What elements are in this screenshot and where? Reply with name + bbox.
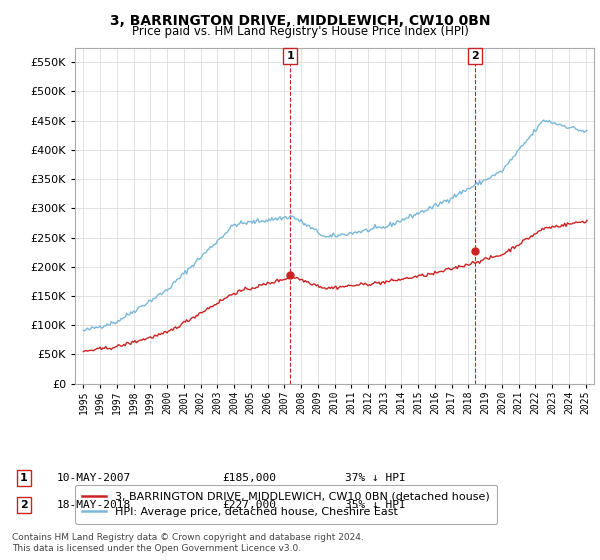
Text: £185,000: £185,000: [222, 473, 276, 483]
Text: 2: 2: [471, 51, 479, 61]
Text: £227,000: £227,000: [222, 500, 276, 510]
Text: 18-MAY-2018: 18-MAY-2018: [57, 500, 131, 510]
Text: 1: 1: [287, 51, 295, 61]
Text: 2: 2: [20, 500, 28, 510]
Text: 10-MAY-2007: 10-MAY-2007: [57, 473, 131, 483]
Text: 35% ↓ HPI: 35% ↓ HPI: [345, 500, 406, 510]
Text: 1: 1: [20, 473, 28, 483]
Legend: 3, BARRINGTON DRIVE, MIDDLEWICH, CW10 0BN (detached house), HPI: Average price, : 3, BARRINGTON DRIVE, MIDDLEWICH, CW10 0B…: [76, 485, 497, 524]
Text: Price paid vs. HM Land Registry's House Price Index (HPI): Price paid vs. HM Land Registry's House …: [131, 25, 469, 38]
Text: 37% ↓ HPI: 37% ↓ HPI: [345, 473, 406, 483]
Text: 3, BARRINGTON DRIVE, MIDDLEWICH, CW10 0BN: 3, BARRINGTON DRIVE, MIDDLEWICH, CW10 0B…: [110, 14, 490, 28]
Text: Contains HM Land Registry data © Crown copyright and database right 2024.
This d: Contains HM Land Registry data © Crown c…: [12, 533, 364, 553]
